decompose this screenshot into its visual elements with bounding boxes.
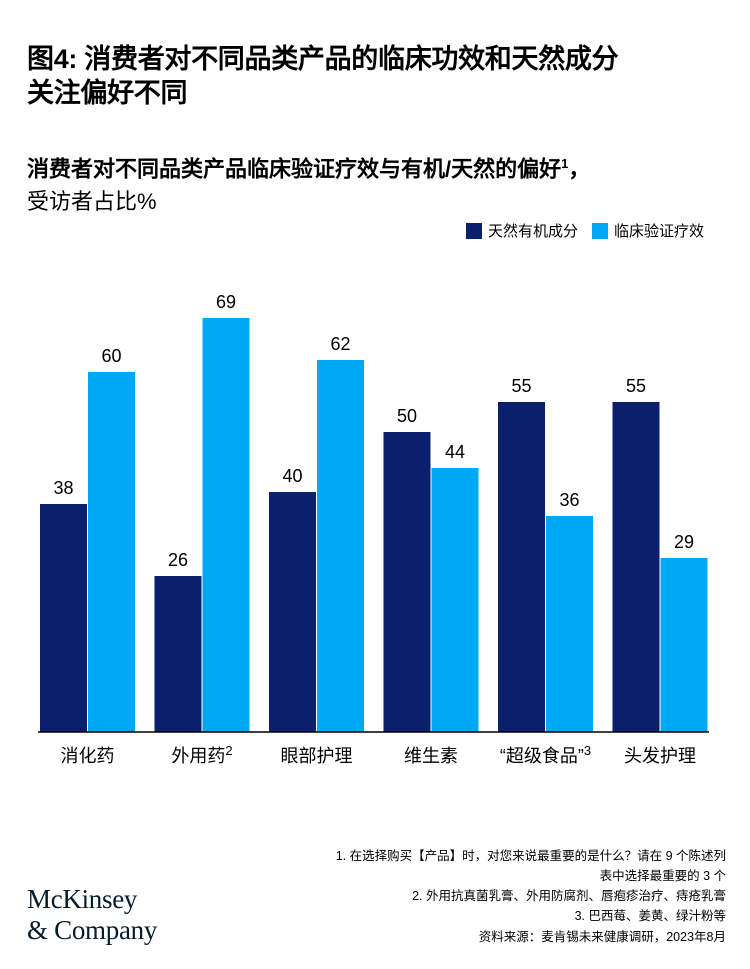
category-label-4: “超级食品”3: [500, 743, 591, 766]
bar-natural-2: [269, 492, 316, 732]
title-line-2: 关注偏好不同: [27, 78, 188, 108]
category-label-1: 外用药2: [171, 743, 232, 766]
data-label-natural-4: 55: [511, 376, 531, 396]
legend-swatch-natural: [465, 222, 482, 239]
logo-line-1: McKinsey: [27, 884, 138, 914]
chart-title: 图4: 消费者对不同品类产品的临床功效和天然成分 关注偏好不同: [27, 42, 727, 110]
bar-clinical-0: [88, 372, 135, 732]
data-label-clinical-4: 36: [559, 490, 579, 510]
bar-natural-1: [154, 576, 202, 732]
data-label-natural-0: 38: [53, 478, 73, 498]
legend-label-clinical: 临床验证疗效: [613, 223, 704, 240]
legend-item-natural: 天然有机成分: [465, 220, 578, 241]
bar-natural-5: [612, 402, 660, 732]
bar-natural-4: [498, 402, 545, 732]
data-label-natural-2: 40: [282, 466, 302, 486]
legend-label-natural: 天然有机成分: [487, 223, 578, 240]
chart-legend: 天然有机成分 临床验证疗效: [452, 220, 704, 241]
title-line-1: 图4: 消费者对不同品类产品的临床功效和天然成分: [27, 44, 619, 74]
source-note: 资料来源：麦肯锡未来健康调研，2023年8月: [478, 930, 726, 944]
category-label-5: 头发护理: [624, 746, 696, 766]
footnotes: 1. 在选择购买【产品】时，对您来说最重要的是什么？请在 9 个陈述列 表中选择…: [206, 846, 726, 926]
bar-natural-0: [40, 504, 87, 732]
subtitle-bold: 消费者对不同品类产品临床验证疗效与有机/天然的偏好: [27, 156, 562, 182]
data-label-clinical-5: 29: [674, 532, 694, 552]
data-label-natural-3: 50: [397, 406, 417, 426]
legend-item-clinical: 临床验证疗效: [591, 220, 704, 241]
chart-subtitle: 消费者对不同品类产品临床验证疗效与有机/天然的偏好1， 受访者占比%: [27, 147, 727, 218]
bar-clinical-3: [431, 468, 479, 732]
logo-line-2: & Company: [27, 915, 158, 945]
bar-clinical-5: [660, 558, 708, 732]
subtitle-bold-tail: ，: [568, 156, 591, 182]
bar-clinical-2: [317, 360, 364, 732]
data-label-clinical-1: 69: [216, 292, 236, 312]
category-label-0: 消化药: [61, 746, 115, 766]
footnote-1: 1. 在选择购买【产品】时，对您来说最重要的是什么？请在 9 个陈述列: [335, 849, 726, 863]
category-label-3: 维生素: [404, 746, 458, 766]
footnote-2: 2. 外用抗真菌乳膏、外用防腐剂、唇疱疹治疗、痔疮乳膏: [412, 889, 726, 903]
footnote-1-cont: 表中选择最重要的 3 个: [599, 869, 726, 883]
data-label-clinical-2: 62: [330, 334, 350, 354]
bar-clinical-1: [202, 318, 250, 732]
bar-clinical-4: [546, 516, 593, 732]
data-label-clinical-3: 44: [445, 442, 465, 462]
data-label-clinical-0: 60: [101, 346, 121, 366]
subtitle-unit: 受访者占比%: [27, 189, 157, 215]
subtitle-sup: 1: [561, 156, 569, 171]
category-label-2: 眼部护理: [281, 746, 353, 766]
legend-swatch-clinical: [591, 222, 608, 239]
mckinsey-logo: McKinsey & Company: [27, 884, 157, 946]
data-label-natural-1: 26: [168, 550, 188, 570]
data-label-natural-5: 55: [626, 376, 646, 396]
bar-chart: 38 60 消化药 26 69 外用药2 40 62 眼部护理 50 44 维生素 55 36 “超级食品”…: [38, 292, 709, 766]
footnote-3: 3. 巴西莓、姜黄、绿汁粉等: [574, 909, 726, 923]
bar-natural-3: [383, 432, 431, 732]
